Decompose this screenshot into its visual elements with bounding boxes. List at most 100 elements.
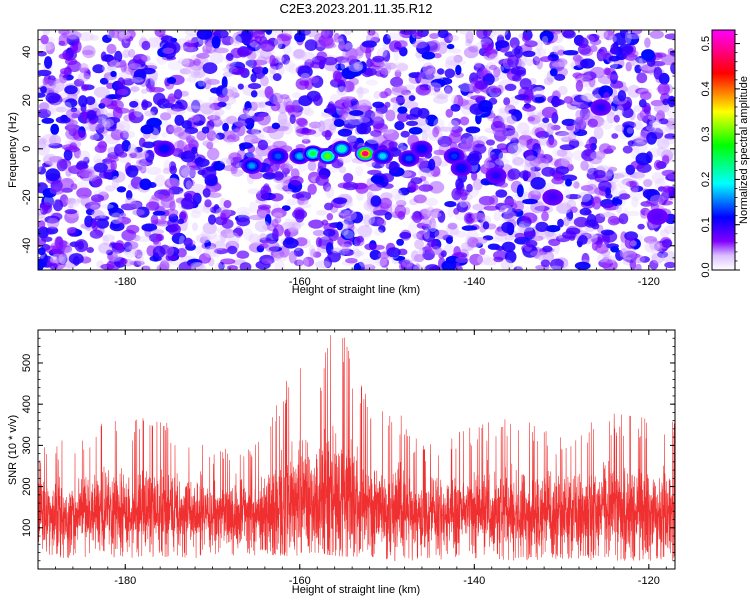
- noise-blob: [161, 131, 168, 138]
- y-tick-label: 200: [21, 477, 33, 495]
- noise-blob: [654, 126, 671, 133]
- noise-blob: [651, 252, 665, 264]
- noise-blob: [68, 253, 84, 265]
- noise-blob: [477, 135, 489, 145]
- noise-blob: [615, 204, 623, 214]
- signal-feature: [654, 214, 661, 220]
- noise-blob: [537, 148, 545, 159]
- noise-blob: [498, 182, 509, 188]
- noise-blob: [633, 105, 641, 112]
- noise-blob: [288, 250, 297, 264]
- noise-blob: [541, 35, 549, 45]
- noise-blob: [356, 235, 364, 243]
- noise-blob: [503, 211, 517, 222]
- noise-blob: [294, 32, 306, 43]
- noise-blob: [64, 85, 78, 95]
- noise-blob: [520, 139, 528, 148]
- noise-blob: [448, 120, 460, 131]
- noise-blob: [250, 73, 257, 83]
- noise-blob: [40, 34, 49, 45]
- noise-blob: [500, 259, 513, 270]
- noise-blob: [519, 170, 531, 180]
- noise-blob: [643, 236, 658, 244]
- noise-blob: [86, 110, 97, 120]
- noise-blob: [408, 221, 417, 235]
- noise-blob: [352, 248, 362, 259]
- noise-blob: [196, 52, 210, 59]
- noise-blob: [418, 71, 433, 85]
- noise-blob: [327, 251, 341, 263]
- noise-blob: [514, 45, 524, 59]
- noise-blob: [78, 32, 95, 42]
- noise-blob: [616, 105, 624, 117]
- noise-blob: [160, 214, 167, 221]
- noise-blob: [289, 175, 304, 186]
- noise-blob: [664, 225, 675, 234]
- noise-blob: [534, 127, 546, 138]
- noise-blob: [649, 259, 659, 270]
- y-tick-label: -40: [21, 238, 33, 254]
- noise-blob: [453, 246, 461, 257]
- noise-blob: [577, 74, 592, 81]
- noise-blob: [546, 123, 554, 136]
- noise-blob: [348, 63, 363, 73]
- noise-blob: [662, 185, 673, 193]
- noise-blob: [110, 159, 117, 172]
- y-tick-label: 300: [21, 436, 33, 454]
- noise-blob: [41, 133, 57, 146]
- noise-blob: [657, 251, 669, 258]
- noise-blob: [555, 166, 569, 175]
- noise-blob: [49, 262, 59, 270]
- noise-blob: [496, 143, 508, 151]
- noise-blob: [461, 225, 478, 231]
- noise-blob: [45, 41, 55, 55]
- noise-blob: [201, 126, 210, 134]
- noise-blob: [54, 76, 68, 87]
- noise-blob: [325, 186, 335, 199]
- noise-blob: [450, 228, 460, 236]
- noise-blob: [40, 86, 47, 94]
- noise-blob: [167, 93, 176, 104]
- noise-blob: [172, 148, 184, 157]
- noise-blob: [168, 223, 181, 236]
- noise-blob: [131, 77, 144, 83]
- noise-blob: [352, 244, 359, 254]
- noise-blob: [355, 250, 364, 257]
- noise-blob: [171, 232, 187, 245]
- noise-blob: [564, 188, 571, 200]
- noise-blob: [474, 62, 482, 68]
- noise-blob: [203, 245, 217, 258]
- noise-blob: [646, 131, 657, 145]
- noise-blob: [272, 140, 287, 149]
- noise-blob: [516, 184, 524, 198]
- noise-blob: [538, 205, 549, 212]
- noise-blob: [322, 118, 338, 132]
- noise-blob: [485, 49, 498, 59]
- noise-blob: [460, 83, 470, 96]
- noise-blob: [186, 66, 200, 78]
- noise-blob: [357, 225, 373, 237]
- noise-blob: [448, 132, 463, 144]
- noise-blob: [215, 132, 225, 140]
- noise-blob: [615, 124, 624, 133]
- noise-blob: [192, 222, 198, 232]
- noise-blob: [565, 194, 582, 200]
- noise-blob: [499, 205, 513, 214]
- noise-blob: [139, 164, 147, 174]
- noise-blob: [209, 102, 223, 111]
- noise-blob: [399, 231, 412, 239]
- noise-blob: [353, 61, 364, 71]
- noise-blob: [508, 109, 520, 115]
- noise-blob: [524, 149, 534, 160]
- noise-blob: [421, 130, 428, 143]
- noise-blob: [533, 122, 549, 128]
- noise-blob: [110, 70, 117, 78]
- noise-blob: [557, 85, 568, 96]
- noise-blob: [45, 245, 60, 254]
- noise-blob: [638, 99, 647, 108]
- noise-blob: [285, 104, 295, 114]
- noise-blob: [534, 96, 545, 103]
- noise-blob: [38, 160, 42, 173]
- noise-blob: [129, 201, 142, 209]
